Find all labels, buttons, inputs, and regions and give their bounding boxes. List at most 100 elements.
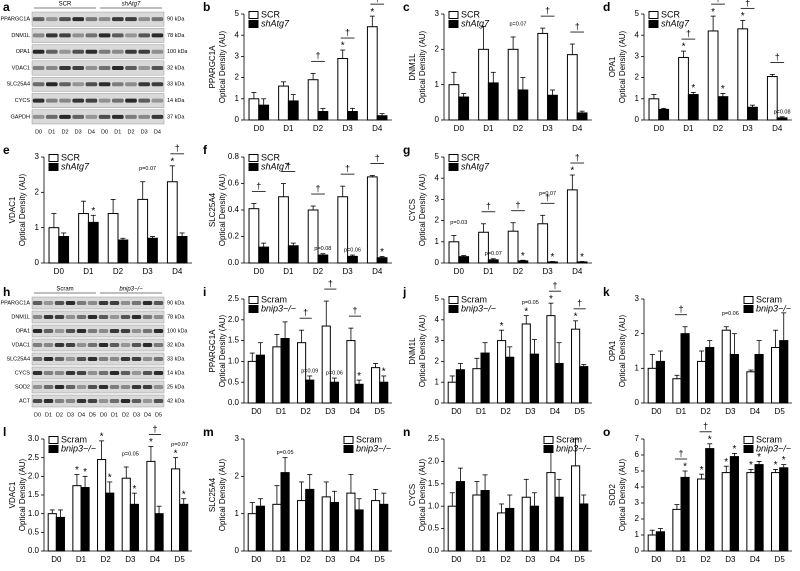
legend-label: bnip3−/− [356, 443, 391, 453]
x-tick-label: D2 [701, 407, 712, 416]
x-tick-label: D1 [476, 407, 487, 416]
x-tick-label: D0 [251, 407, 262, 416]
bar [480, 352, 490, 404]
legend-swatch [248, 163, 259, 171]
blot-band [85, 66, 98, 70]
significance-star: * [174, 448, 178, 459]
bar [507, 230, 519, 264]
y-tick-label: 1 [435, 237, 440, 246]
bracket-mark: † [303, 308, 308, 318]
bar [521, 323, 531, 404]
panel-letter: e [3, 143, 10, 157]
bar [371, 367, 381, 404]
y-tick-label: 3 [35, 152, 40, 161]
lane-label: D4 [88, 129, 95, 135]
blot-band [142, 371, 153, 375]
x-tick-label: D1 [483, 124, 494, 133]
legend-label: Scram [556, 434, 582, 444]
y-tick-label: 1.5 [28, 490, 40, 499]
blot-band [76, 343, 87, 347]
blot-band [153, 315, 164, 319]
blot-band [109, 371, 120, 375]
legend-swatch [248, 154, 259, 162]
significance-star: * [91, 206, 95, 217]
band-label: DNM1L [11, 33, 30, 39]
bracket-mark: † [552, 281, 557, 291]
y-tick-label: 1.0 [28, 509, 40, 518]
blot-band [151, 49, 164, 54]
blot-band [142, 329, 153, 333]
y-tick-label: 3 [435, 9, 440, 18]
y-tick-label: 0.5 [428, 524, 440, 533]
blot-band [98, 399, 109, 403]
bar [321, 325, 331, 404]
bar [779, 467, 789, 552]
x-tick-label: D3 [342, 124, 353, 133]
bar [171, 468, 181, 552]
y-axis-label: Optical Density (AU) [618, 30, 627, 103]
significance-star: * [380, 247, 384, 258]
bracket-mark: † [678, 304, 683, 314]
significance-star: * [500, 321, 504, 332]
significance-star: * [570, 166, 574, 177]
panel-letter: l [3, 425, 6, 439]
blot-band [98, 114, 111, 119]
y-tick-label: 5 [635, 9, 640, 18]
blot-strip [31, 44, 165, 60]
bar [747, 106, 758, 121]
bar [455, 369, 465, 404]
blot-band [120, 301, 131, 305]
blot-band [138, 66, 150, 70]
protein-label: PPARGC1A [208, 329, 217, 373]
blot-band [131, 385, 142, 389]
x-tick-label: D0 [651, 555, 662, 564]
y-axis-label: Optical Density (AU) [418, 30, 427, 103]
legend-swatch [48, 154, 59, 162]
panel-letter: c [403, 0, 410, 14]
p-value-note: p=0.07 [510, 21, 527, 27]
blot-band [112, 33, 124, 38]
bar [647, 367, 657, 404]
blot-band [43, 315, 54, 319]
x-tick-label: D4 [572, 267, 583, 276]
bar [58, 236, 70, 264]
blot-band [125, 49, 137, 54]
legend-label: bnip3−/− [756, 303, 791, 313]
y-tick-label: 4 [435, 315, 440, 324]
y-tick-label: 1.0 [428, 501, 440, 510]
y-tick-label: 7 [635, 434, 640, 443]
x-tick-label: D0 [251, 555, 262, 564]
blot-strip [31, 310, 165, 324]
blot-band [98, 82, 111, 87]
legend-label: Scram [461, 294, 487, 304]
bar [346, 492, 356, 552]
y-tick-label: 6 [635, 450, 640, 459]
x-tick-label: D1 [283, 267, 294, 276]
blot-band [87, 329, 98, 333]
legend-label: bnip3−/− [261, 303, 296, 313]
p-value-note: p=0.03 [450, 220, 467, 226]
significance-star: * [774, 460, 778, 471]
blot-band [32, 49, 45, 54]
bar [105, 492, 115, 552]
protein-label: OPA1 [608, 56, 617, 77]
significance-star: * [721, 84, 725, 95]
blot-band [120, 357, 131, 361]
bar [321, 496, 331, 552]
legend-label: Scram [756, 294, 782, 304]
blot-band [65, 329, 76, 333]
legend-swatch [48, 163, 59, 171]
bar [480, 490, 490, 552]
legend-swatch [743, 296, 754, 304]
x-tick-label: D4 [150, 555, 161, 564]
band-size: 90 kDa [167, 300, 185, 306]
x-tick-label: D2 [301, 555, 312, 564]
blot-band [138, 49, 150, 54]
blot-band [32, 329, 43, 333]
bar [455, 481, 465, 552]
bar [107, 213, 119, 264]
protein-label: SOD2 [608, 484, 617, 506]
x-tick-label: D3 [525, 407, 536, 416]
blot-strip [31, 28, 165, 43]
y-tick-label: 2 [235, 73, 240, 82]
